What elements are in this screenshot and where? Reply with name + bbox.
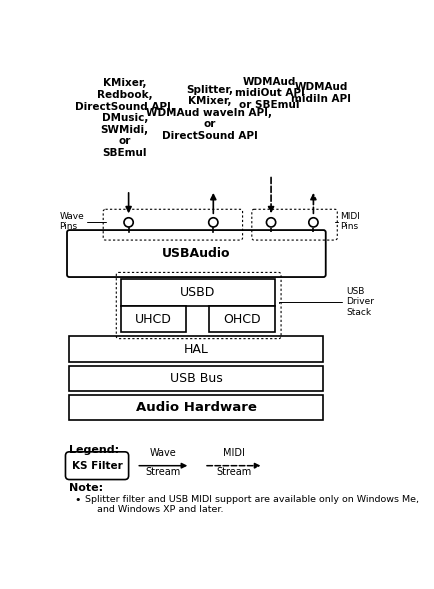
Bar (69, 336, 323, 362)
Text: Audio Hardware: Audio Hardware (135, 401, 256, 414)
Text: •: • (75, 495, 81, 505)
Text: OHCD: OHCD (223, 313, 260, 326)
Text: WDMAud
midiIn API: WDMAud midiIn API (290, 82, 350, 104)
Text: Splitter,
KMixer,
WDMAud waveIn API,
or
DirectSound API: Splitter, KMixer, WDMAud waveIn API, or … (146, 85, 272, 141)
Text: USBAudio: USBAudio (162, 247, 230, 260)
FancyBboxPatch shape (66, 452, 128, 479)
Text: MIDI: MIDI (222, 448, 244, 458)
Bar (121, 279, 274, 306)
Text: Note:: Note: (69, 482, 103, 492)
Text: Stream: Stream (145, 467, 181, 477)
Text: UHCD: UHCD (135, 313, 172, 326)
Circle shape (308, 218, 317, 227)
Circle shape (266, 218, 275, 227)
Text: Legend:: Legend: (69, 445, 119, 455)
FancyBboxPatch shape (67, 230, 325, 277)
Text: USB
Driver
Stack: USB Driver Stack (346, 287, 374, 316)
Text: USBD: USBD (180, 286, 215, 299)
Text: USB Bus: USB Bus (170, 372, 222, 385)
Text: Stream: Stream (216, 467, 251, 477)
Bar (69, 366, 323, 391)
Circle shape (208, 218, 217, 227)
Text: Wave
Pins: Wave Pins (59, 212, 84, 231)
Text: Splitter filter and USB MIDI support are available only on Windows Me,
    and W: Splitter filter and USB MIDI support are… (85, 495, 418, 514)
Text: Wave: Wave (150, 448, 176, 458)
Bar (121, 306, 186, 332)
Text: WDMAud
midiOut API
or SBEmul: WDMAud midiOut API or SBEmul (234, 77, 304, 110)
Text: KMixer,
Redbook,
DirectSound API,
DMusic,
SWMidi,
or
SBEmul: KMixer, Redbook, DirectSound API, DMusic… (75, 78, 174, 158)
Text: KS Filter: KS Filter (72, 461, 122, 471)
Text: HAL: HAL (184, 343, 208, 356)
Bar (69, 395, 323, 421)
Text: MIDI
Pins: MIDI Pins (339, 212, 359, 231)
Bar (209, 306, 274, 332)
Circle shape (124, 218, 133, 227)
